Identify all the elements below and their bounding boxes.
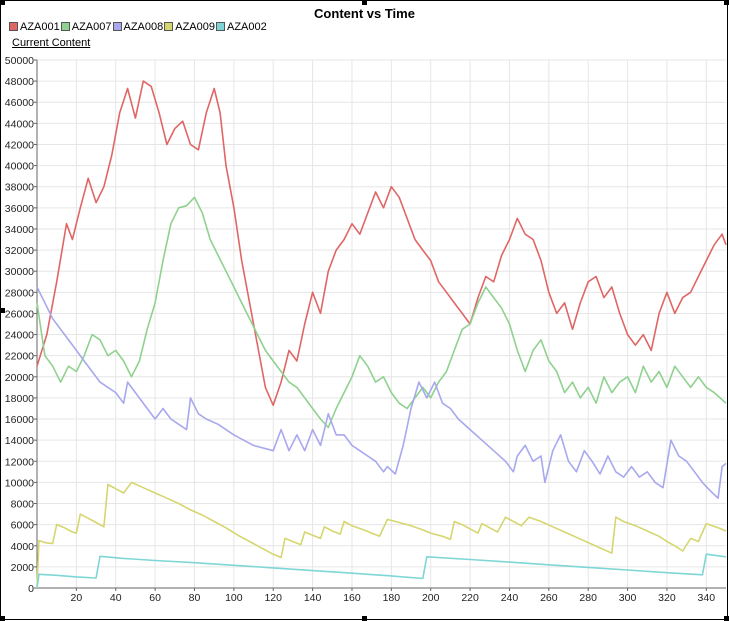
x-tick-label: 300 [619, 592, 637, 604]
y-tick-label: 44000 [5, 118, 34, 130]
resize-handle[interactable] [0, 308, 5, 313]
y-tick-label: 20000 [5, 372, 34, 384]
y-tick-label: 46000 [5, 97, 34, 109]
x-tick-label: 80 [189, 592, 201, 604]
legend-label: AZA001 [20, 21, 60, 33]
series-line-aza009 [36, 481, 727, 589]
resize-handle[interactable] [724, 0, 729, 5]
x-tick-label: 160 [343, 592, 361, 604]
resize-handle[interactable] [362, 0, 367, 5]
x-tick-label: 220 [461, 592, 479, 604]
resize-handle[interactable] [0, 0, 5, 5]
series-line-aza007 [36, 196, 727, 429]
y-tick-label: 26000 [5, 308, 34, 320]
x-tick-label: 240 [501, 592, 519, 604]
y-tick-label: 4000 [11, 541, 35, 553]
series-line-aza002 [36, 553, 727, 589]
legend-label: AZA007 [71, 21, 112, 33]
legend-swatch [112, 22, 122, 31]
x-tick-label: 140 [304, 592, 322, 604]
legend-label: AZA008 [123, 21, 164, 33]
y-tick-label: 16000 [5, 414, 34, 426]
y-tick-label: 6000 [11, 520, 35, 532]
chart-subtitle[interactable]: Current Content [12, 37, 91, 49]
y-tick-label: 10000 [5, 477, 34, 489]
legend-swatch [164, 22, 174, 31]
y-tick-label: 8000 [11, 499, 35, 511]
x-tick-label: 280 [579, 592, 597, 604]
series-line-aza008 [36, 286, 727, 499]
y-tick-label: 14000 [5, 435, 34, 447]
legend-item-aza009: AZA009 [164, 21, 215, 33]
y-tick-label: 48000 [5, 76, 34, 88]
y-tick-label: 22000 [5, 351, 34, 363]
y-tick-label: 34000 [5, 224, 34, 236]
legend-item-aza001: AZA001 [9, 21, 60, 33]
x-tick-label: 320 [658, 592, 676, 604]
y-tick-label: 12000 [5, 456, 34, 468]
legend-item-aza002: AZA002 [216, 21, 267, 33]
y-tick-label: 50000 [5, 55, 34, 67]
x-tick-label: 180 [383, 592, 401, 604]
y-tick-label: 24000 [5, 330, 34, 342]
y-tick-label: 0 [28, 583, 34, 595]
resize-handle[interactable] [362, 616, 367, 621]
y-tick-label: 30000 [5, 266, 34, 278]
x-tick-label: 340 [698, 592, 716, 604]
chart-legend: AZA001 AZA007 AZA008 AZA009 AZA002 [9, 21, 268, 33]
y-tick-label: 18000 [5, 393, 34, 405]
y-tick-label: 40000 [5, 161, 34, 173]
legend-swatch [60, 22, 70, 31]
y-tick-label: 38000 [5, 182, 34, 194]
x-tick-label: 260 [540, 592, 558, 604]
plot-area [37, 60, 726, 588]
series-line-aza001 [36, 80, 727, 407]
resize-handle[interactable] [0, 616, 5, 621]
legend-item-aza008: AZA008 [112, 21, 164, 33]
x-tick-label: 20 [71, 592, 83, 604]
resize-handle[interactable] [724, 616, 729, 621]
chart-title: Content vs Time [314, 6, 415, 21]
x-tick-label: 200 [422, 592, 440, 604]
x-tick-label: 40 [110, 592, 122, 604]
y-tick-label: 2000 [11, 562, 35, 574]
legend-label: AZA002 [227, 21, 267, 33]
legend-swatch [9, 22, 18, 31]
y-tick-label: 32000 [5, 245, 34, 257]
y-tick-label: 42000 [5, 139, 34, 151]
x-tick-label: 100 [225, 592, 243, 604]
y-tick-label: 28000 [5, 287, 34, 299]
legend-item-aza007: AZA007 [60, 21, 112, 33]
x-tick-label: 60 [149, 592, 161, 604]
legend-swatch [216, 22, 225, 31]
y-tick-label: 36000 [5, 203, 34, 215]
x-tick-label: 120 [264, 592, 282, 604]
legend-label: AZA009 [175, 21, 215, 33]
